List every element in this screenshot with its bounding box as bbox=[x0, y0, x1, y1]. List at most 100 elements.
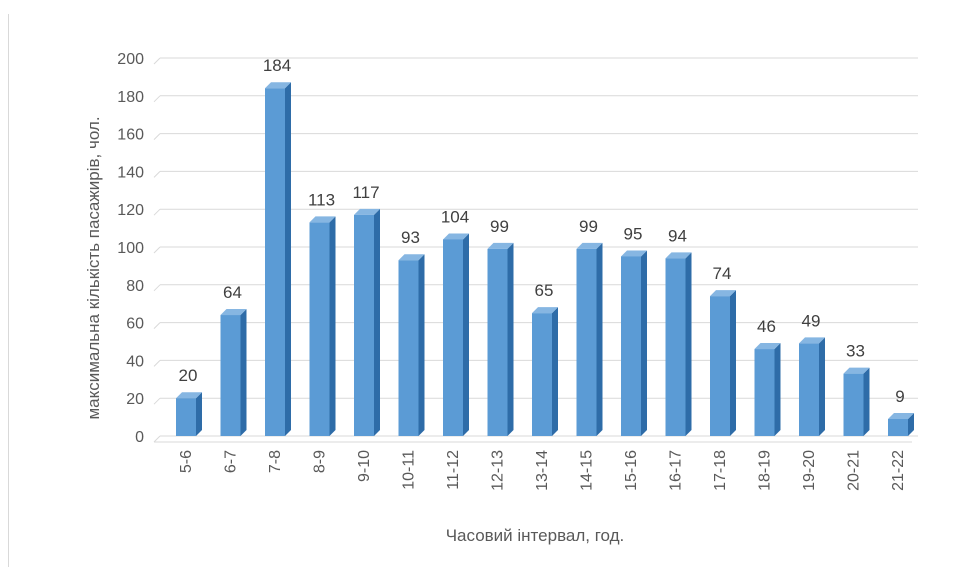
bar-top bbox=[888, 412, 914, 419]
bar-front bbox=[265, 88, 285, 437]
x-tick-label: 14-15 bbox=[579, 450, 596, 491]
bar-side bbox=[285, 82, 291, 437]
bar-top bbox=[576, 242, 603, 249]
x-axis-title: Часовий інтервал, год. bbox=[446, 526, 625, 545]
x-tick-label: 10-11 bbox=[401, 450, 418, 490]
bars bbox=[176, 82, 914, 437]
bar bbox=[176, 392, 202, 436]
gridline-depth bbox=[153, 284, 161, 292]
y-tick-label: 20 bbox=[126, 391, 144, 408]
bar-side bbox=[774, 343, 781, 436]
data-label: 99 bbox=[579, 217, 598, 236]
frame-left-border bbox=[8, 14, 9, 567]
data-label: 104 bbox=[441, 207, 469, 226]
bar-top bbox=[265, 82, 291, 89]
gridline-depth bbox=[153, 95, 161, 103]
data-label: 49 bbox=[802, 311, 821, 330]
bar bbox=[443, 233, 469, 436]
bar bbox=[354, 208, 380, 436]
data-label: 117 bbox=[352, 183, 379, 202]
bar-side bbox=[240, 309, 247, 436]
bar bbox=[265, 82, 291, 437]
data-label: 33 bbox=[846, 342, 865, 361]
data-label: 9 bbox=[895, 387, 904, 406]
bar bbox=[799, 337, 825, 436]
x-tick-label: 17-18 bbox=[712, 450, 729, 491]
y-tick-label: 140 bbox=[117, 164, 144, 181]
x-tick-label: 16-17 bbox=[668, 450, 685, 491]
y-tick-label: 60 bbox=[126, 316, 144, 333]
bar-front bbox=[621, 256, 641, 436]
x-tick-label: 5-6 bbox=[178, 450, 195, 473]
bar-front bbox=[843, 373, 864, 436]
bar-front bbox=[754, 349, 775, 436]
y-axis-ticks: 0 20 40 60 80 100 120 140 160 180 200 bbox=[117, 51, 144, 446]
bar-top bbox=[398, 254, 425, 261]
gridline-depth bbox=[153, 435, 161, 443]
bar-side bbox=[374, 208, 380, 436]
data-label: 94 bbox=[668, 226, 687, 245]
data-label: 184 bbox=[263, 56, 291, 75]
bar bbox=[665, 252, 692, 436]
bar bbox=[843, 367, 870, 436]
y-axis-title: максимальна кількість пасажирів, чол. bbox=[84, 116, 103, 419]
x-tick-label: 7-8 bbox=[267, 450, 284, 473]
bar-top bbox=[354, 208, 380, 215]
bar bbox=[309, 216, 336, 436]
data-label: 95 bbox=[624, 224, 643, 243]
x-tick-label: 8-9 bbox=[312, 450, 329, 473]
data-label: 20 bbox=[179, 366, 198, 385]
bar-top bbox=[220, 309, 247, 316]
bar-front bbox=[176, 398, 196, 436]
data-label: 74 bbox=[713, 264, 732, 283]
bar-top bbox=[443, 233, 469, 240]
gridline-depth bbox=[153, 57, 161, 65]
bar-side bbox=[819, 337, 825, 436]
bar-side bbox=[418, 254, 425, 436]
x-tick-label: 19-20 bbox=[801, 450, 818, 491]
y-tick-label: 0 bbox=[135, 429, 144, 446]
y-tick-label: 160 bbox=[117, 127, 144, 144]
bar-side bbox=[596, 242, 603, 436]
bar-top bbox=[665, 252, 692, 259]
bar bbox=[621, 250, 647, 436]
bar-top bbox=[532, 307, 558, 314]
bar-side bbox=[507, 242, 514, 436]
x-tick-label: 12-13 bbox=[490, 450, 507, 491]
bar-side bbox=[552, 307, 558, 436]
bar-side bbox=[641, 250, 647, 436]
bar-top bbox=[710, 290, 736, 297]
data-label: 113 bbox=[308, 190, 335, 209]
bar bbox=[532, 307, 558, 436]
bar-front bbox=[309, 222, 330, 436]
bar-side bbox=[908, 412, 914, 436]
bar-front bbox=[443, 239, 463, 436]
bar-side bbox=[730, 290, 736, 436]
data-label: 99 bbox=[490, 217, 509, 236]
bar-top bbox=[621, 250, 647, 257]
bar-front bbox=[532, 313, 552, 436]
x-tick-label: 18-19 bbox=[757, 450, 774, 491]
bar-front bbox=[398, 260, 419, 436]
x-tick-label: 9-10 bbox=[356, 450, 373, 482]
bar-side bbox=[196, 392, 202, 436]
bar-top bbox=[799, 337, 825, 344]
bar-front bbox=[354, 214, 374, 436]
bar-side bbox=[329, 216, 336, 436]
gridline-depth bbox=[153, 360, 161, 367]
x-tick-label: 21-22 bbox=[890, 450, 907, 491]
bar-side bbox=[685, 252, 692, 436]
bar bbox=[888, 412, 914, 436]
bar bbox=[710, 290, 736, 436]
bar bbox=[220, 309, 247, 436]
x-tick-label: 20-21 bbox=[846, 450, 863, 491]
bar bbox=[487, 242, 514, 436]
bar-front bbox=[799, 343, 819, 436]
gridline-depth bbox=[153, 133, 161, 140]
x-tick-label: 13-14 bbox=[534, 450, 551, 491]
bar-front bbox=[888, 418, 908, 436]
y-tick-label: 200 bbox=[117, 51, 144, 68]
gridline-depth bbox=[153, 322, 161, 329]
bar-front bbox=[665, 258, 686, 436]
